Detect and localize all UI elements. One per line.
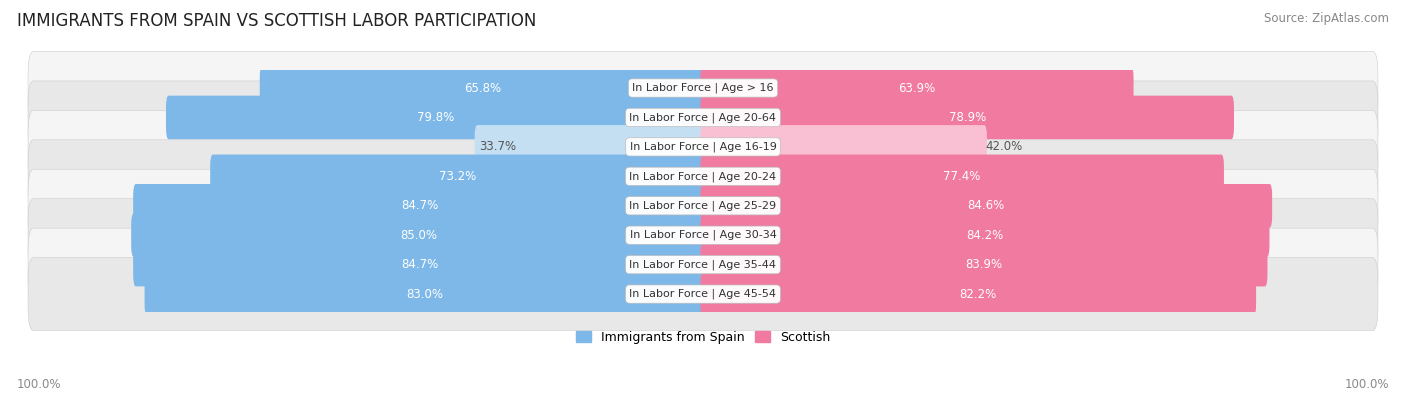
FancyBboxPatch shape (700, 154, 1225, 198)
Text: 84.7%: 84.7% (401, 258, 439, 271)
FancyBboxPatch shape (700, 272, 1256, 316)
Text: 100.0%: 100.0% (1344, 378, 1389, 391)
Text: 83.9%: 83.9% (966, 258, 1002, 271)
Text: Source: ZipAtlas.com: Source: ZipAtlas.com (1264, 12, 1389, 25)
FancyBboxPatch shape (131, 213, 706, 257)
Text: In Labor Force | Age 45-54: In Labor Force | Age 45-54 (630, 289, 776, 299)
FancyBboxPatch shape (134, 184, 706, 228)
FancyBboxPatch shape (700, 184, 1272, 228)
Text: In Labor Force | Age 20-64: In Labor Force | Age 20-64 (630, 112, 776, 123)
FancyBboxPatch shape (700, 96, 1234, 139)
Text: 79.8%: 79.8% (418, 111, 454, 124)
Text: 84.6%: 84.6% (967, 199, 1005, 212)
FancyBboxPatch shape (28, 51, 1378, 124)
Text: 84.2%: 84.2% (966, 229, 1004, 242)
Text: In Labor Force | Age 20-24: In Labor Force | Age 20-24 (630, 171, 776, 182)
Text: In Labor Force | Age 16-19: In Labor Force | Age 16-19 (630, 142, 776, 152)
FancyBboxPatch shape (145, 272, 706, 316)
FancyBboxPatch shape (475, 125, 706, 169)
Legend: Immigrants from Spain, Scottish: Immigrants from Spain, Scottish (571, 326, 835, 349)
FancyBboxPatch shape (700, 66, 1133, 110)
Text: 65.8%: 65.8% (464, 81, 502, 94)
FancyBboxPatch shape (700, 213, 1270, 257)
FancyBboxPatch shape (28, 258, 1378, 331)
Text: 83.0%: 83.0% (406, 288, 444, 301)
Text: 42.0%: 42.0% (986, 140, 1024, 153)
Text: 100.0%: 100.0% (17, 378, 62, 391)
Text: In Labor Force | Age 35-44: In Labor Force | Age 35-44 (630, 260, 776, 270)
FancyBboxPatch shape (134, 243, 706, 286)
FancyBboxPatch shape (209, 154, 706, 198)
Text: 78.9%: 78.9% (949, 111, 986, 124)
Text: 33.7%: 33.7% (479, 140, 516, 153)
Text: 84.7%: 84.7% (401, 199, 439, 212)
Text: 77.4%: 77.4% (943, 170, 981, 183)
FancyBboxPatch shape (260, 66, 706, 110)
Text: 82.2%: 82.2% (959, 288, 997, 301)
Text: 63.9%: 63.9% (898, 81, 935, 94)
FancyBboxPatch shape (28, 81, 1378, 154)
Text: In Labor Force | Age 25-29: In Labor Force | Age 25-29 (630, 201, 776, 211)
Text: In Labor Force | Age 30-34: In Labor Force | Age 30-34 (630, 230, 776, 241)
FancyBboxPatch shape (700, 243, 1267, 286)
FancyBboxPatch shape (28, 169, 1378, 242)
FancyBboxPatch shape (28, 228, 1378, 301)
FancyBboxPatch shape (700, 125, 987, 169)
Text: IMMIGRANTS FROM SPAIN VS SCOTTISH LABOR PARTICIPATION: IMMIGRANTS FROM SPAIN VS SCOTTISH LABOR … (17, 12, 536, 30)
FancyBboxPatch shape (28, 140, 1378, 213)
Text: 73.2%: 73.2% (439, 170, 477, 183)
FancyBboxPatch shape (166, 96, 706, 139)
FancyBboxPatch shape (28, 199, 1378, 272)
Text: 85.0%: 85.0% (399, 229, 437, 242)
Text: In Labor Force | Age > 16: In Labor Force | Age > 16 (633, 83, 773, 93)
FancyBboxPatch shape (28, 110, 1378, 183)
